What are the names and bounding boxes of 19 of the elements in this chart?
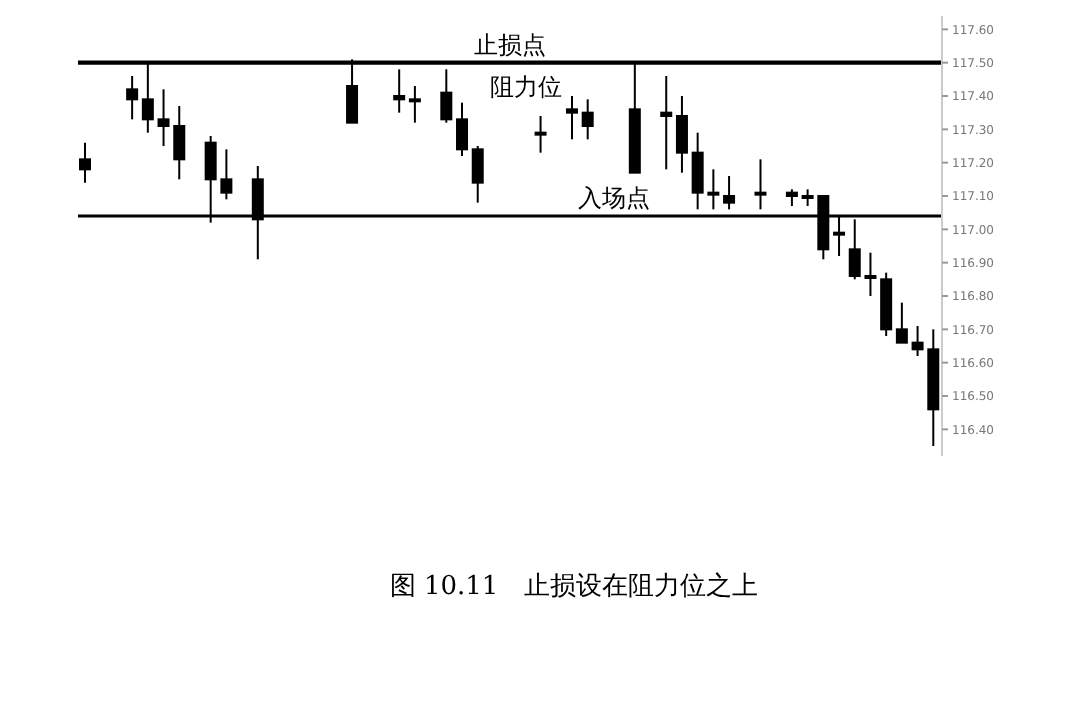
candlestick — [393, 68, 406, 114]
candlestick — [534, 115, 547, 154]
candlestick — [408, 85, 421, 124]
ref-line-label: 入场点 — [577, 184, 650, 212]
candlestick — [895, 301, 908, 344]
candlestick — [456, 101, 469, 157]
candlestick — [723, 175, 736, 211]
candlestick — [581, 98, 594, 141]
ref-line-label: 止损点 — [474, 30, 546, 59]
candlestick — [660, 75, 673, 171]
annotation: 阻力位 — [489, 72, 562, 101]
candlestick — [440, 68, 453, 124]
text: 图 10.11 止损设在阻力位之上 — [387, 570, 761, 604]
candlestick — [675, 95, 688, 174]
candlestick — [754, 158, 767, 211]
candlestick — [79, 141, 91, 184]
candlestick — [471, 145, 484, 204]
candlestick — [565, 95, 578, 141]
candlestick — [126, 75, 139, 121]
